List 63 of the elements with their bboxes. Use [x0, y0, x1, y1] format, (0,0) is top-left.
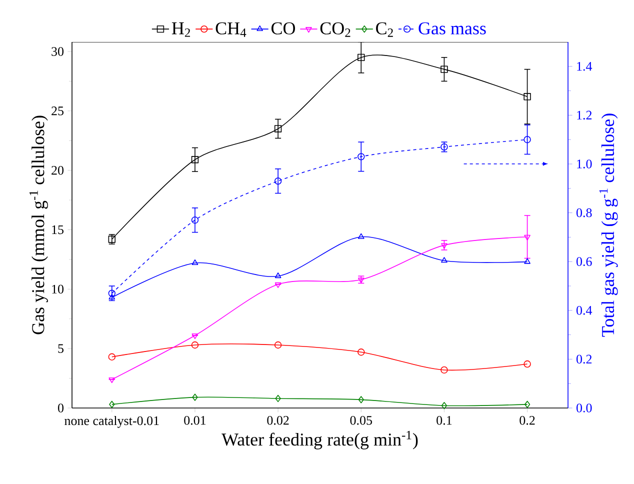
point: [524, 360, 531, 368]
point: [274, 341, 282, 349]
y-tick-label: 0: [58, 404, 64, 412]
y-axis-title: Gas yield (mmol g$^{-1}$ cellulose): [29, 116, 48, 334]
point: [524, 93, 531, 100]
y-tick-label: 10: [52, 284, 64, 294]
point: [358, 348, 365, 356]
y2-tick-label: 0.2: [576, 354, 592, 364]
point: [191, 156, 199, 164]
x-tick-label: 0.01: [184, 416, 206, 425]
point: [274, 272, 282, 278]
point: [358, 396, 364, 404]
legend-label: CO: [271, 22, 296, 34]
x-tick-label: none catalyst-0.01: [64, 416, 159, 428]
legend-label: CO$_{2}$: [320, 22, 350, 37]
point: [524, 258, 530, 264]
y2-axis-title: Total gas yield (g g$^{-1}$ cellulose): [599, 114, 618, 337]
y-tick-label: 30: [52, 47, 64, 56]
x-tick-label: 0.2: [520, 416, 535, 425]
point: [441, 243, 448, 249]
y2-tick-label: 1.4: [577, 62, 592, 71]
legend-label: Gas mass: [418, 22, 486, 34]
point: [358, 54, 365, 62]
point: [274, 125, 282, 132]
x-tick-label: 0.05: [350, 416, 372, 425]
point: [275, 394, 281, 402]
y-tick-label: 25: [52, 106, 64, 116]
y2-tick-label: 1.2: [577, 110, 592, 120]
point: [192, 334, 198, 340]
point: [109, 400, 115, 408]
point: [524, 400, 530, 408]
y2-tick-label: 0.6: [576, 257, 592, 266]
legend-label: C$_{2}$: [376, 22, 393, 37]
point: [524, 136, 531, 144]
y2-tick-label: 1.0: [577, 160, 592, 168]
x-tick-label: 0.1: [436, 416, 452, 425]
legend-label: CH$_{4}$: [216, 22, 246, 37]
point: [358, 153, 365, 160]
point: [192, 394, 198, 401]
point: [441, 402, 448, 410]
point: [274, 282, 282, 288]
point: [440, 366, 448, 374]
y2-tick-label: 0.4: [576, 306, 592, 315]
point: [440, 66, 448, 73]
point: [274, 177, 282, 185]
x-axis-title: Water feeding rate(g min$^{-1}$): [222, 430, 418, 450]
point: [108, 353, 116, 360]
point: [192, 259, 198, 266]
point: [524, 234, 530, 240]
point: [358, 233, 364, 239]
legend-label: H$_{2}$: [172, 22, 190, 37]
y2-tick-label: 0.0: [576, 404, 592, 412]
y-tick-label: 5: [58, 344, 64, 353]
point: [441, 257, 448, 263]
point: [108, 377, 116, 384]
point: [108, 290, 116, 297]
y-tick-label: 15: [52, 225, 64, 234]
y2-tick-label: 0.8: [576, 208, 592, 218]
x-tick-label: 0.02: [267, 416, 289, 425]
point: [191, 341, 199, 349]
point: [191, 216, 199, 224]
point: [358, 278, 364, 284]
y-tick-label: 20: [52, 166, 64, 175]
